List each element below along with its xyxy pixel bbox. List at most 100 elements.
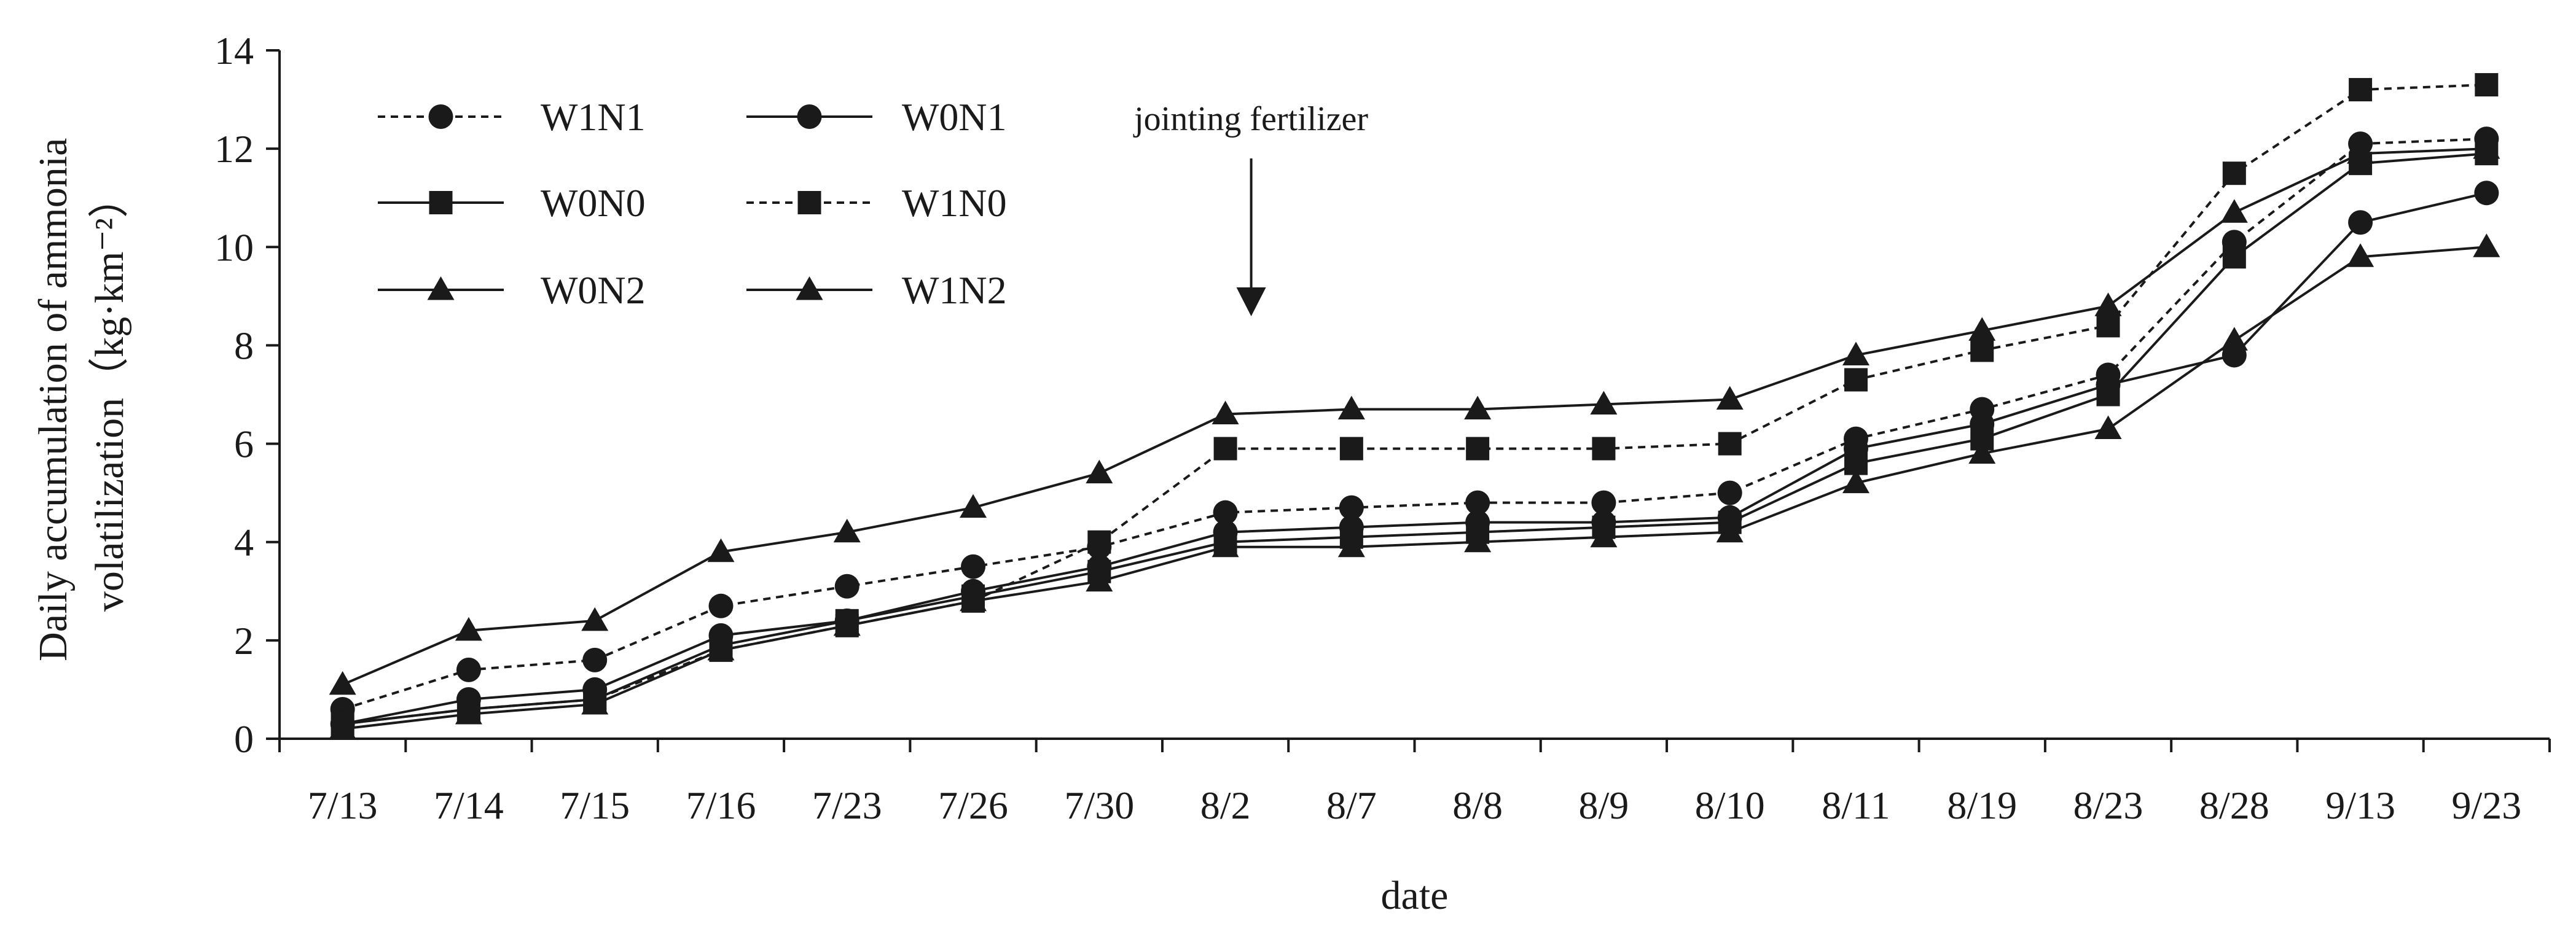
data-point-w1n0	[1844, 368, 1868, 392]
data-point-w0n2	[329, 715, 356, 739]
data-point-w1n0	[1339, 437, 1363, 461]
y-tick-label: 0	[234, 717, 254, 761]
legend-label-w1n2: W1N2	[902, 268, 1007, 312]
x-tick-label: 7/13	[308, 784, 378, 827]
data-point-w1n2	[707, 538, 735, 562]
x-tick-label: 8/28	[2199, 784, 2269, 827]
data-point-w0n2	[960, 587, 987, 612]
legend-label-w1n0: W1N0	[902, 181, 1007, 225]
data-point-w1n1	[1465, 490, 1490, 515]
data-point-w1n0	[2349, 78, 2373, 102]
legend: W1N1 W0N1 W0N0 W1N0 W0N2 W1N2	[378, 95, 1007, 312]
data-point-w1n1	[708, 593, 734, 618]
series-w1n1	[330, 126, 2499, 722]
legend-marker-w0n0	[429, 191, 453, 214]
legend-label-w1n1: W1N1	[541, 95, 646, 139]
data-point-w1n2	[1212, 400, 1239, 425]
x-tick-label: 7/15	[560, 784, 630, 827]
data-point-w0n2	[2094, 415, 2122, 440]
x-tick-label: 8/10	[1695, 784, 1765, 827]
data-point-w1n2	[2347, 140, 2374, 164]
data-point-w0n2	[581, 690, 609, 715]
data-point-w1n0	[2475, 73, 2499, 97]
y-tick-label: 6	[234, 422, 254, 466]
x-tick-label: 8/2	[1200, 784, 1251, 827]
data-point-w0n2	[2220, 327, 2248, 351]
data-point-w0n2	[1086, 567, 1113, 592]
series-line-w0n0	[342, 152, 2487, 725]
series-line-w1n1	[342, 138, 2487, 710]
y-tick-label: 4	[234, 521, 254, 564]
legend-marker-w0n2	[427, 276, 455, 300]
data-point-w0n2	[1590, 523, 1618, 548]
data-point-w1n1	[1591, 490, 1616, 515]
annotation-arrow-head	[1236, 287, 1266, 316]
series-w0n2	[329, 233, 2500, 739]
x-tick-label: 9/23	[2451, 784, 2521, 827]
data-point-w0n0	[2222, 245, 2246, 269]
data-point-w0n2	[1337, 533, 1365, 558]
data-point-w0n2	[707, 636, 735, 661]
data-point-w1n2	[960, 494, 987, 518]
data-point-w1n2	[1716, 386, 1744, 410]
data-point-w0n2	[833, 612, 861, 636]
x-tick-label: 7/30	[1064, 784, 1134, 827]
legend-label-w0n2: W0N2	[541, 268, 646, 312]
data-point-w1n2	[581, 607, 609, 631]
data-point-w0n2	[1716, 518, 1744, 543]
x-tick-label: 7/16	[686, 784, 756, 827]
x-tick-label: 8/9	[1579, 784, 1629, 827]
data-point-w1n1	[961, 554, 986, 579]
series-line-w0n2	[342, 246, 2487, 730]
data-point-w1n0	[1213, 437, 1237, 461]
data-point-w0n2	[1464, 528, 1492, 553]
data-point-w1n1	[1717, 480, 1742, 505]
y-tick-label: 12	[214, 127, 254, 171]
series-line-w1n2	[342, 147, 2487, 686]
data-point-w1n1	[834, 574, 859, 599]
y-tick-label: 2	[234, 619, 254, 663]
x-tick-label: 8/7	[1326, 784, 1377, 827]
data-point-w1n2	[1337, 395, 1365, 420]
x-tick-label: 7/14	[434, 784, 504, 827]
series-w1n2	[329, 135, 2500, 695]
y-axis-title-line-2: volatilization（kg·km⁻²）	[87, 177, 132, 612]
data-point-w0n1	[2474, 181, 2499, 206]
data-point-w1n0	[1087, 530, 1111, 554]
x-tick-label: 8/19	[1947, 784, 2017, 827]
x-tick-label: 8/23	[2073, 784, 2143, 827]
data-point-w1n2	[455, 617, 482, 641]
data-point-w1n0	[1718, 432, 1742, 456]
data-point-w1n0	[1592, 437, 1616, 461]
legend-label-w0n1: W0N1	[902, 95, 1007, 139]
series-w0n1	[330, 181, 2499, 736]
x-tick-label: 9/13	[2325, 784, 2395, 827]
data-point-w1n1	[1339, 495, 1364, 520]
legend-marker-w1n1	[428, 104, 453, 129]
data-point-w1n0	[1970, 338, 1994, 362]
legend-marker-w1n2	[796, 276, 823, 300]
data-point-w1n2	[1464, 395, 1492, 420]
x-axis-title: date	[1381, 873, 1449, 918]
data-point-w1n1	[1213, 500, 1238, 525]
x-tick-label: 7/23	[812, 784, 882, 827]
y-tick-label: 14	[214, 29, 254, 72]
legend-marker-w1n0	[797, 191, 821, 214]
data-point-w0n0	[2096, 383, 2120, 407]
data-point-w0n2	[1968, 440, 1996, 464]
x-tick-label: 7/26	[938, 784, 1008, 827]
data-point-w1n0	[2222, 162, 2246, 185]
y-tick-label: 10	[214, 225, 254, 269]
data-point-w1n2	[1590, 391, 1618, 415]
data-point-w0n2	[2473, 233, 2500, 257]
series-w1n0	[331, 73, 2499, 736]
data-point-w0n1	[2348, 210, 2373, 235]
data-point-w1n2	[1968, 317, 1996, 341]
data-point-w1n2	[2473, 135, 2500, 159]
data-point-w1n1	[456, 657, 481, 682]
plot-area: 0 2 4 6 8 10 12 14 7/13 7/14 7/15 7/16 7/23 7/26 7/30 8…	[214, 29, 2551, 827]
legend-label-w0n0: W0N0	[541, 181, 646, 225]
x-tick-label: 8/8	[1452, 784, 1503, 827]
data-point-w1n0	[1466, 437, 1490, 461]
